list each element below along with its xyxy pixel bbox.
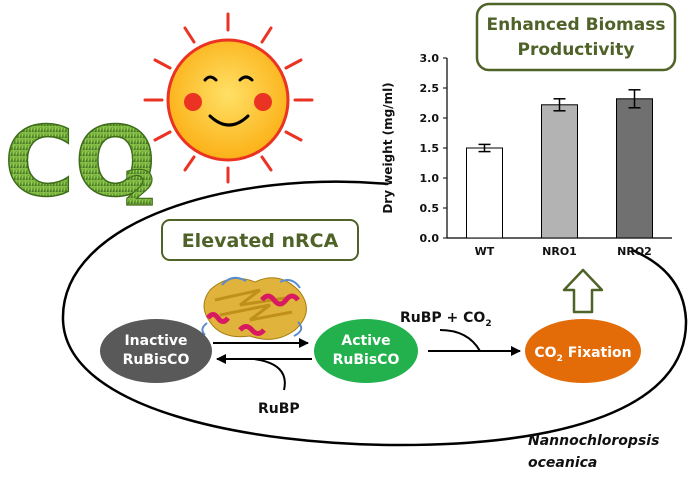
equilibrium-arrows — [213, 338, 312, 391]
up-arrow-icon — [562, 268, 604, 314]
rubp-co2-label: RuBP + CO2 — [400, 310, 492, 329]
co2-grass-logo: CO 2 — [3, 105, 157, 219]
inactive-rubisco-node: Inactive RuBisCO — [100, 319, 212, 383]
x-tick-label-nro2: NRO2 — [617, 245, 652, 258]
elevated-nrca-box: Elevated nRCA — [161, 219, 359, 261]
biomass-box-line1: Enhanced Biomass — [487, 15, 666, 35]
bar-nro1 — [541, 104, 578, 239]
co2-fixation-node: CO2 Fixation — [525, 319, 641, 383]
x-tick-label-wt: WT — [475, 245, 495, 258]
active-rubisco-line1: Active — [341, 333, 390, 349]
inactive-rubisco-line2: RuBisCO — [123, 352, 190, 368]
y-tick-label: 1.0 — [420, 172, 440, 185]
rca-protein-structure-image — [201, 276, 307, 340]
y-tick-label: 2.0 — [420, 112, 440, 125]
y-tick-label: 1.5 — [420, 142, 440, 155]
inactive-rubisco-line1: Inactive — [124, 333, 187, 349]
biomass-box-line2: Productivity — [518, 40, 635, 60]
organism-name-line2: oceanica — [528, 455, 597, 471]
active-rubisco-node: Active RuBisCO — [314, 319, 418, 383]
co2-logo-text: CO — [4, 106, 156, 218]
y-tick-label: 3.0 — [420, 52, 440, 65]
fixation-arrow — [428, 329, 521, 356]
y-tick-label: 0.0 — [420, 232, 440, 245]
enhanced-biomass-box: Enhanced Biomass Productivity — [475, 2, 677, 72]
y-tick-label: 2.5 — [420, 82, 440, 95]
bar-wt — [466, 147, 503, 239]
dry-weight-bar-chart: Dry weight (mg/ml) 0.0 0.5 1.0 1.5 2.0 2.5 3.0… — [381, 52, 672, 258]
nrca-box-label: Elevated nRCA — [182, 230, 339, 252]
organism-name-line1: Nannochloropsis — [528, 433, 659, 449]
cell-boundary-oval — [61, 180, 688, 447]
bar-nro2 — [616, 98, 653, 239]
co2-logo-subscript: 2 — [123, 161, 156, 217]
chart-y-axis-label: Dry weight (mg/ml) — [381, 82, 395, 213]
co2-fixation-label: CO2 Fixation — [534, 345, 631, 364]
y-tick-label: 0.5 — [420, 202, 440, 215]
x-tick-label-nro1: NRO1 — [542, 245, 577, 258]
rubp-label: RuBP — [258, 401, 300, 417]
sun-icon — [143, 12, 314, 184]
active-rubisco-line2: RuBisCO — [333, 352, 400, 368]
